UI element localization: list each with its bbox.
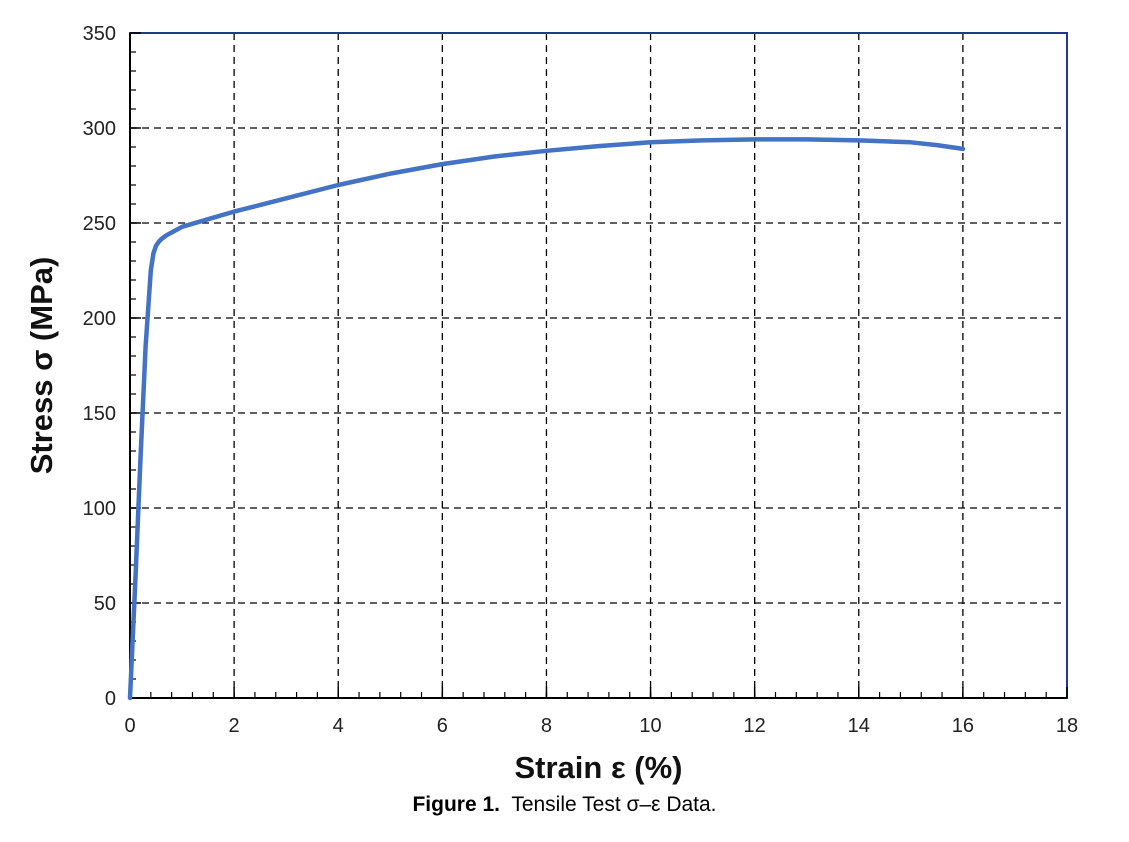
x-tick-label: 0: [124, 715, 135, 737]
x-tick-label: 10: [639, 715, 661, 737]
x-tick-label: 4: [333, 715, 344, 737]
y-tick-label: 150: [83, 403, 116, 425]
x-tick-label: 6: [437, 715, 448, 737]
axes: [129, 32, 1068, 699]
stress-strain-line: [127, 137, 966, 701]
x-axis-title: Strain ε (%): [514, 750, 682, 785]
y-tick-labels: 0 50 100 150 200 250 300 350: [83, 23, 116, 710]
y-tick-label: 100: [83, 498, 116, 520]
caption-text: Tensile Test σ–ε Data.: [511, 793, 717, 816]
series-layer: [127, 137, 966, 701]
x-tick-label: 12: [744, 715, 766, 737]
y-tick-label: 200: [83, 308, 116, 330]
grid: [130, 33, 1067, 698]
x-tick-label: 18: [1056, 715, 1078, 737]
y-tick-label: 50: [94, 593, 116, 615]
y-tick-label: 250: [83, 213, 116, 235]
x-tick-label: 2: [229, 715, 240, 737]
x-tick-label: 14: [848, 715, 870, 737]
caption-label: Figure 1.: [412, 793, 501, 816]
y-tick-label: 350: [83, 23, 116, 45]
x-tick-label: 16: [952, 715, 974, 737]
x-tick-label: 8: [541, 715, 552, 737]
y-tick-label: 0: [105, 688, 116, 710]
figure-caption: Figure 1. Tensile Test σ–ε Data.: [0, 793, 1129, 817]
y-tick-label: 300: [83, 118, 116, 140]
y-axis-title: Stress σ (MPa): [24, 257, 59, 475]
plot-frame: [129, 32, 1068, 699]
x-tick-labels: 0 2 4 6 8 10 12 14 16 18: [124, 715, 1078, 737]
minor-ticks: [129, 32, 1068, 699]
stress-strain-chart: 0 2 4 6 8 10 12 14 16 18 0 50 100 150 200 250 300 350 St…: [24, 23, 1078, 785]
